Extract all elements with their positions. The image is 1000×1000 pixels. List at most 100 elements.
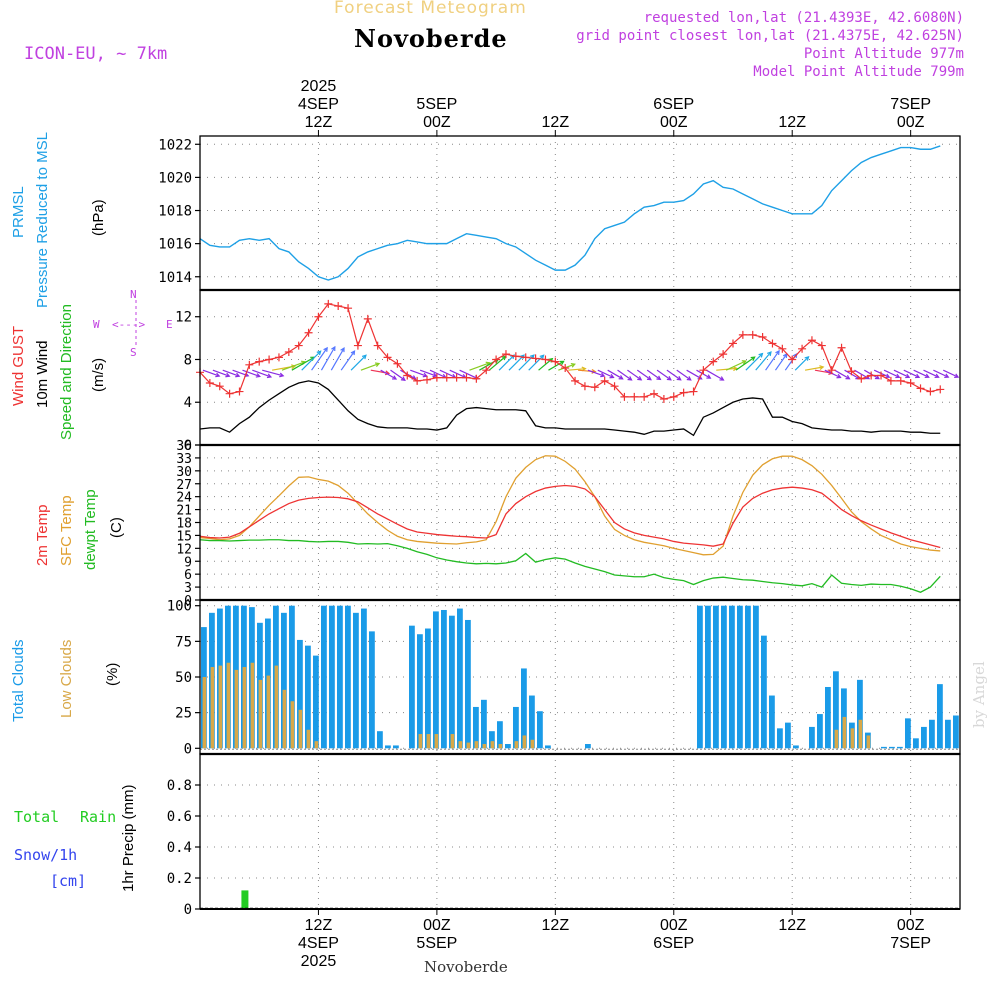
wind-barb-head [627,376,633,381]
wind-barb-head [539,354,545,360]
wind-gust-marker [837,343,846,352]
wind-barb-head [266,373,273,379]
wind-barb-head [290,364,297,370]
total-cloud-bar [329,605,335,749]
wind-barb-head [895,373,901,379]
total-cloud-bar [433,611,439,749]
bottom-time-label: 00Z [660,917,688,934]
total-cloud-bar [769,695,775,749]
temp-ytick-label: 0 [184,594,192,609]
wind-gust-marker [916,384,925,393]
clouds-ytick-label: 50 [175,670,192,686]
wind-gust-marker [867,371,876,380]
wind-gust-marker [265,355,274,364]
wind-gust-marker [403,371,412,380]
wind-barb [646,369,661,380]
total-cloud-bar [745,605,751,749]
rain-bar [241,890,249,909]
total-cloud-bar [857,679,863,749]
temp-ytick-label: 21 [176,504,192,519]
wind-barb-head [225,372,231,378]
total-cloud-bar [817,714,823,749]
wind-barb [380,369,397,380]
low-cloud-bar [290,701,295,749]
bottom-time-label: 00Z [897,917,925,934]
bottom-time-label: 12Z [305,917,333,934]
total-cloud-bar [529,695,535,749]
pressure-ytick-label: 1018 [158,204,192,220]
wind-gust-marker [788,355,797,364]
low-cloud-bar [218,665,223,749]
wind-barb-head [235,372,241,378]
top-time-label: 00Z [423,114,451,131]
temp-ytick-label: 30 [176,465,192,480]
top-time-label: 12Z [305,114,333,131]
clouds-ytick-label: 75 [175,634,192,650]
requested-coordinates: requested lon,lat (21.4393E, 42.6080N) [643,10,964,26]
wind-barb [202,369,220,377]
wind-barb-head [804,355,810,361]
total-cloud-bar [497,721,503,749]
wind-barb [636,369,652,381]
wind-barb [281,361,306,371]
low-cloud-bar [282,689,287,749]
forecast-title: Forecast Meteogram [334,0,527,18]
wind-barb [666,369,682,381]
low-cloud-bar [522,735,527,749]
total-cloud-bar [705,605,711,749]
low-cloud-bar [306,729,311,749]
total-cloud-bar [353,612,359,749]
total-cloud-bar [881,746,887,749]
wind-gust-marker [650,389,659,398]
low-cloud-bar [466,742,471,749]
wind-barb [528,354,545,371]
wind-gust-marker [304,328,313,337]
top-time-label: 00Z [660,114,688,131]
wind-barb-head [656,375,662,381]
wind-gust-marker [235,387,244,396]
wind-gust-marker [551,357,560,366]
wind-gust-marker [768,339,777,348]
wind-barb-head [750,356,756,361]
wind-gust-marker [620,392,629,401]
bottom-time-label: 6SEP [653,935,694,952]
wind-barb-head [591,368,597,374]
wind-barb [429,369,446,379]
top-time-label: 5SEP [416,96,457,113]
total-cloud-bar [369,631,375,749]
low-cloud-bar [866,735,871,749]
total-cloud-bar [385,745,391,749]
grid-point-coordinates: grid point closest lon,lat (21.4375E, 42… [576,28,964,44]
total-cloud-bar [537,711,543,749]
total-cloud-bar [785,722,791,749]
wind-ytick-label: 4 [184,395,192,411]
wind-gust-marker [492,355,501,364]
wind-barb-head [666,375,672,381]
temp-ytick-label: 24 [176,491,192,506]
wind-barb [765,350,780,371]
wind-barb-head [676,375,682,381]
wind-barb [923,369,939,378]
total-cloud-bar [481,699,487,749]
total-cloud-bar [953,715,959,749]
precip-ytick-label: 0 [184,902,192,918]
temp-ytick-label: 18 [176,517,192,532]
wind-barb [568,368,586,371]
wind-barb [459,369,479,380]
wind-gust-marker [886,376,895,385]
wind-barb [340,350,356,371]
total-cloud-bar [737,605,743,749]
top-time-label: 12Z [542,114,570,131]
bottom-time-label: 5SEP [416,935,457,952]
wind-barb [873,369,890,378]
wind-barb-head [905,373,911,379]
wind-barb [933,369,949,378]
clouds-ytick-label: 25 [175,706,192,722]
wind-barb-head [570,362,576,368]
wind-gust-marker [857,374,866,383]
wind-barb [883,369,900,378]
wind-gust-marker [659,395,668,404]
wind-ytick-label: 0 [184,438,192,454]
wind-gust-marker [501,350,510,359]
low-cloud-bar [426,734,431,749]
